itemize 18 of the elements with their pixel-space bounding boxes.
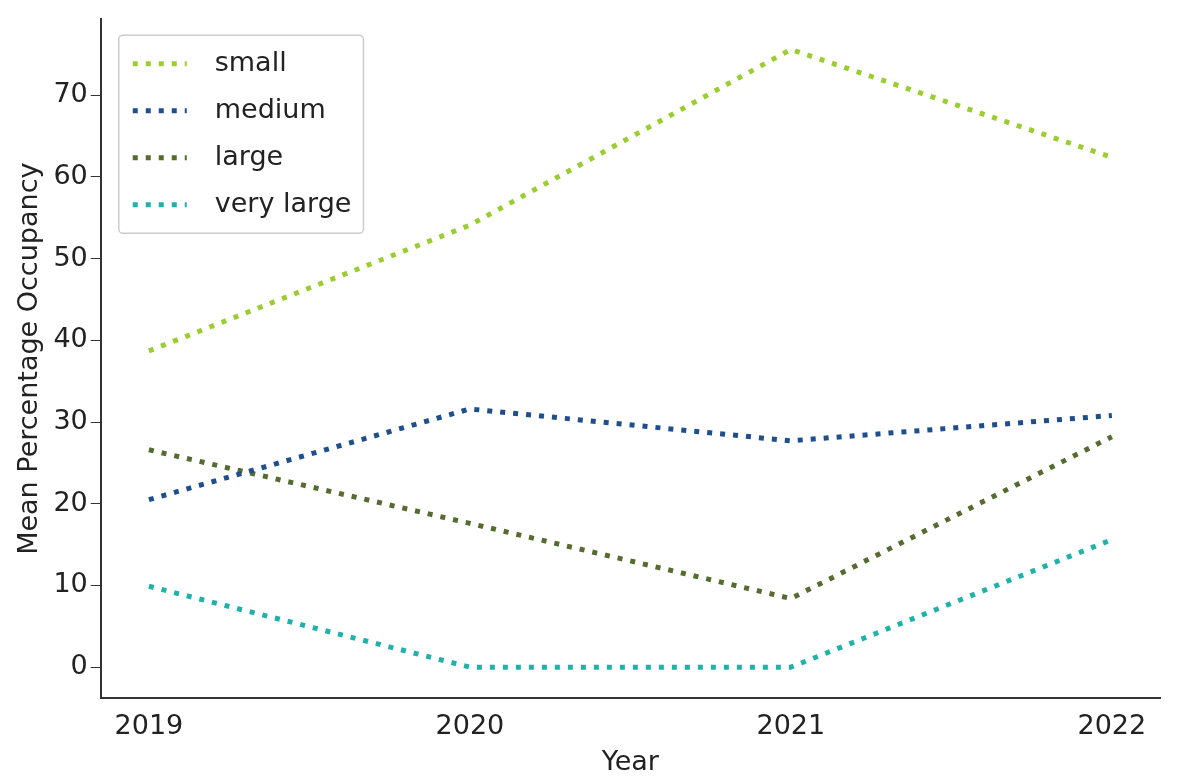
legend-label: very large (214, 186, 352, 218)
legend-label: small (214, 45, 287, 77)
y-tick-label: 0 (70, 649, 88, 681)
y-tick-label: 60 (53, 158, 88, 190)
y-axis-title: Mean Percentage Occupancy (12, 162, 44, 555)
y-tick-label: 30 (53, 404, 88, 436)
x-tick-label: 2021 (756, 709, 826, 741)
y-tick-label: 70 (53, 77, 88, 109)
y-tick-label: 40 (53, 322, 88, 354)
legend-label: large (214, 139, 284, 171)
y-tick-label: 50 (53, 240, 88, 272)
legend-label: medium (214, 92, 326, 124)
y-tick-label: 10 (53, 567, 88, 599)
x-tick-label: 2019 (114, 709, 184, 741)
x-tick-label: 2020 (435, 709, 505, 741)
x-axis-title: Year (600, 744, 660, 776)
y-tick-label: 20 (53, 485, 88, 517)
x-tick-label: 2022 (1077, 709, 1147, 741)
